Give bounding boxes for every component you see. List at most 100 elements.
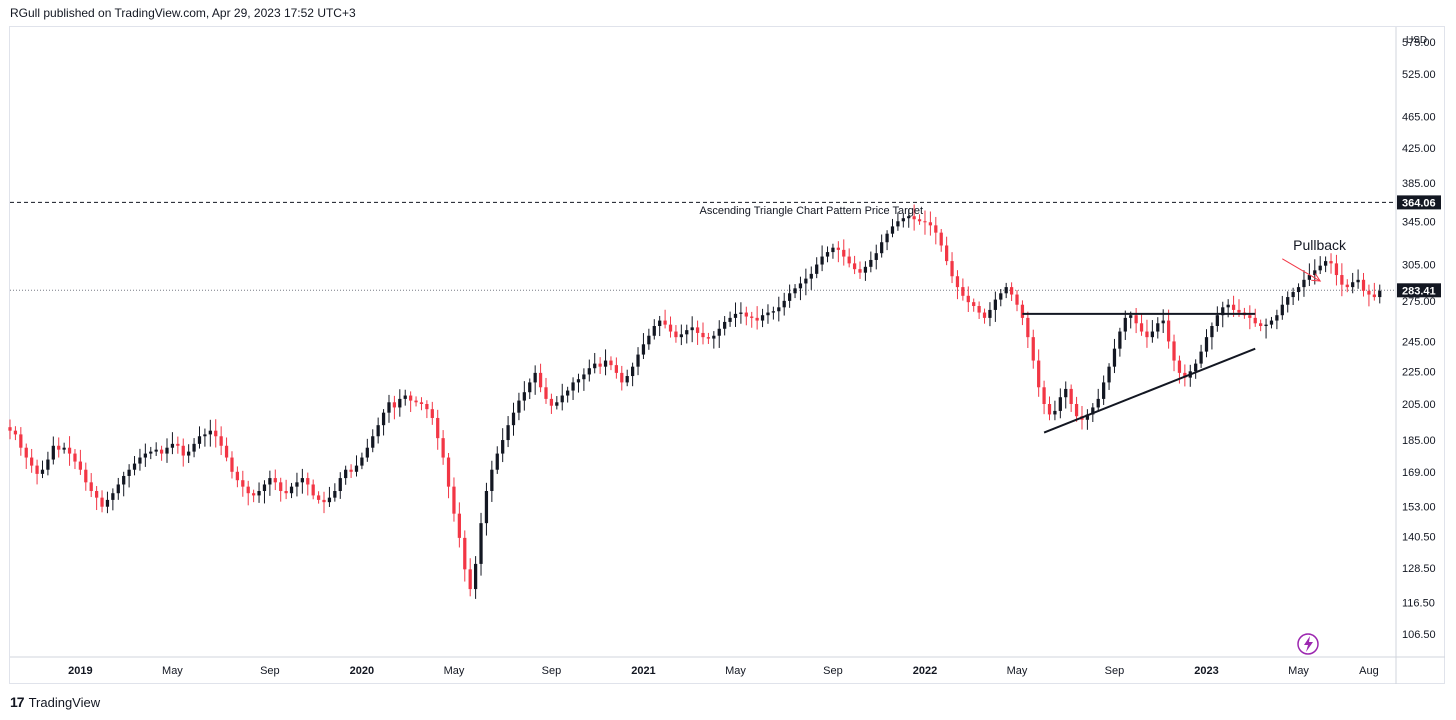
candle bbox=[1047, 396, 1052, 421]
candle-body bbox=[674, 331, 678, 338]
candle bbox=[111, 488, 115, 511]
candle-body bbox=[1150, 331, 1154, 338]
candle bbox=[1269, 316, 1274, 329]
candle-body bbox=[1009, 287, 1014, 295]
candle-body bbox=[538, 372, 543, 388]
candle bbox=[268, 470, 272, 496]
candle-body bbox=[1237, 309, 1241, 313]
candle-body bbox=[1296, 287, 1301, 293]
candle bbox=[67, 436, 72, 466]
candle-body bbox=[154, 449, 158, 452]
candle-body bbox=[836, 247, 840, 250]
candle-body bbox=[668, 324, 673, 332]
price-chart[interactable]: Ascending Triangle Chart Pattern Price T… bbox=[0, 0, 1456, 690]
candle bbox=[322, 491, 326, 514]
candle-body bbox=[598, 363, 602, 367]
candle-body bbox=[441, 438, 445, 458]
candle bbox=[928, 211, 933, 236]
candle-body bbox=[663, 320, 667, 325]
x-tick-label: May bbox=[1288, 665, 1309, 677]
candle-body bbox=[419, 402, 424, 405]
candle-body bbox=[51, 445, 55, 460]
candle bbox=[852, 255, 857, 275]
candle-body bbox=[517, 400, 521, 413]
candle bbox=[284, 479, 288, 500]
candle-body bbox=[105, 499, 110, 507]
candle bbox=[159, 445, 164, 461]
candle bbox=[170, 432, 175, 455]
price-target-annotation[interactable]: Ascending Triangle Chart Pattern Price T… bbox=[699, 205, 923, 217]
candle bbox=[127, 464, 131, 488]
candle-body bbox=[289, 486, 294, 494]
candle bbox=[723, 316, 727, 336]
candle-body bbox=[852, 263, 857, 270]
candle bbox=[381, 409, 386, 436]
candle-body bbox=[587, 368, 591, 375]
candle bbox=[73, 449, 77, 470]
candle-body bbox=[1291, 292, 1295, 298]
candle bbox=[712, 331, 716, 349]
chart-frame[interactable] bbox=[9, 26, 1445, 684]
candle bbox=[717, 320, 721, 348]
candle bbox=[78, 449, 83, 475]
candle-body bbox=[728, 317, 732, 322]
x-tick-label: Sep bbox=[1105, 665, 1125, 677]
candle bbox=[1009, 282, 1014, 302]
candle-body bbox=[917, 219, 922, 222]
candle-body bbox=[1037, 360, 1041, 388]
candle bbox=[181, 438, 185, 467]
x-tick-label: 2021 bbox=[631, 665, 655, 677]
candle bbox=[1210, 322, 1214, 350]
candle bbox=[1166, 309, 1171, 349]
candle bbox=[739, 302, 743, 324]
lightning-icon[interactable] bbox=[1297, 633, 1319, 655]
candle-body bbox=[760, 315, 765, 321]
candle-body bbox=[582, 374, 586, 380]
candle bbox=[1053, 400, 1057, 421]
candle-body bbox=[252, 493, 256, 496]
candle bbox=[533, 365, 537, 395]
candle bbox=[51, 436, 55, 465]
candle-body bbox=[111, 493, 115, 500]
candle bbox=[1199, 344, 1203, 368]
candle-body bbox=[647, 335, 651, 345]
candle-body bbox=[766, 312, 770, 316]
candle bbox=[782, 292, 786, 316]
candle-body bbox=[777, 307, 781, 312]
candle bbox=[224, 437, 229, 462]
support-trendline[interactable] bbox=[1043, 347, 1256, 434]
pullback-annotation[interactable]: Pullback bbox=[1293, 237, 1347, 253]
candle-body bbox=[744, 312, 748, 317]
candle bbox=[371, 429, 375, 453]
candle bbox=[1323, 256, 1328, 273]
candle bbox=[1248, 305, 1252, 330]
candle bbox=[733, 302, 738, 327]
candle-body bbox=[1286, 297, 1290, 305]
candle-body bbox=[78, 461, 83, 470]
candle-body bbox=[208, 430, 212, 435]
candle-body bbox=[457, 513, 461, 538]
candle bbox=[593, 352, 597, 374]
candle bbox=[1259, 319, 1263, 332]
candle bbox=[587, 359, 591, 382]
candle bbox=[430, 401, 434, 425]
pullback-arrow[interactable] bbox=[1282, 258, 1321, 282]
y-tick-label: 385.00 bbox=[1402, 178, 1436, 190]
candle bbox=[517, 392, 521, 421]
candle-body bbox=[230, 457, 234, 472]
candle-body bbox=[1307, 275, 1311, 280]
candle-body bbox=[214, 430, 218, 437]
candle bbox=[1318, 256, 1322, 274]
candle bbox=[376, 417, 380, 444]
candle bbox=[154, 442, 158, 456]
price-label-box bbox=[1397, 195, 1441, 210]
candle bbox=[847, 248, 851, 268]
candle-body bbox=[1356, 279, 1360, 283]
candle bbox=[300, 468, 304, 494]
candle bbox=[620, 365, 624, 391]
candle-body bbox=[295, 482, 299, 487]
candle bbox=[858, 261, 862, 279]
tradingview-footer[interactable]: 17 TradingView bbox=[10, 694, 100, 710]
candle-body bbox=[273, 478, 277, 483]
candle bbox=[836, 241, 840, 263]
